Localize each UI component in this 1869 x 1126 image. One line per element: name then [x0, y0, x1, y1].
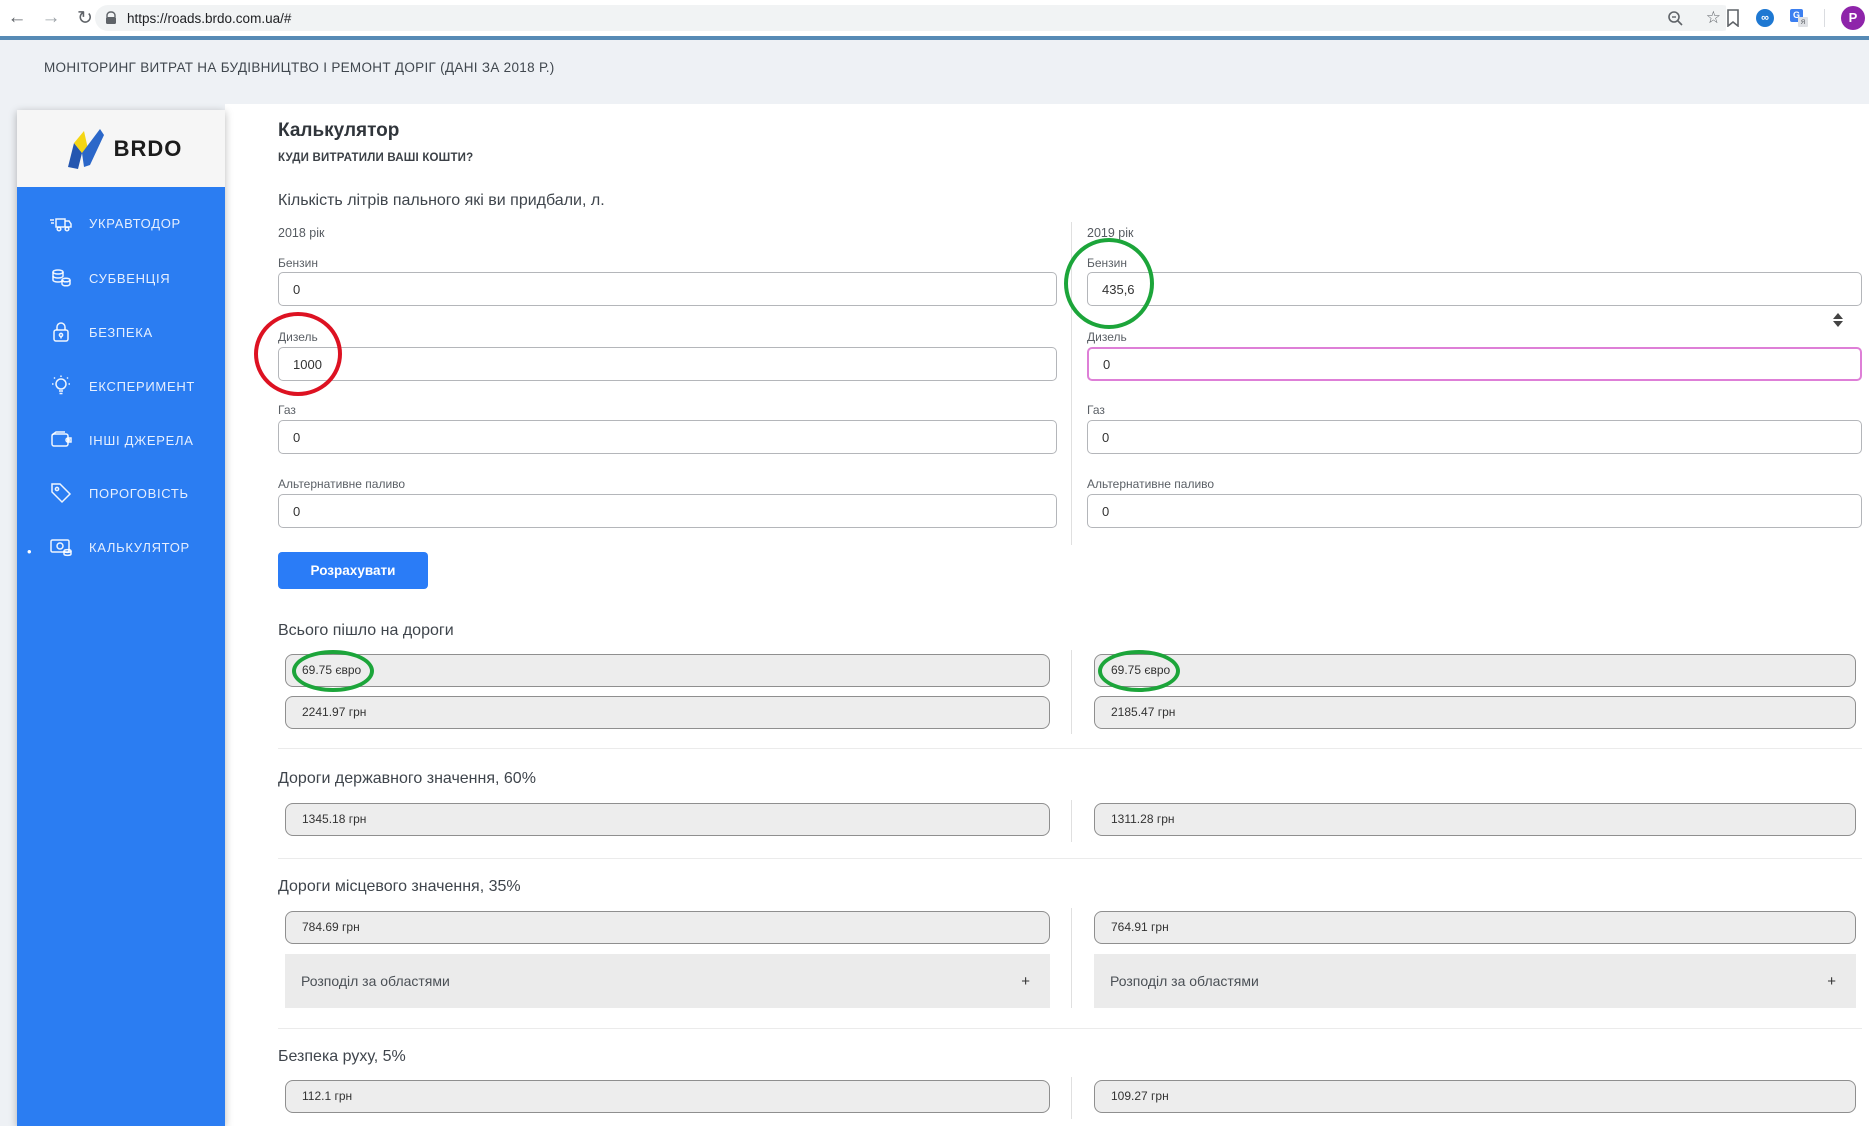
total-euro-right: 69.75 євро	[1094, 654, 1856, 687]
year-2019-label: 2019 рік	[1087, 226, 1134, 240]
results-divider	[1071, 908, 1072, 1008]
dyzel-2019-input[interactable]	[1087, 347, 1862, 381]
calculate-button[interactable]: Розрахувати	[278, 552, 428, 589]
alt-fuel-2018-label: Альтернативне паливо	[278, 477, 406, 491]
page-title: МОНІТОРИНГ ВИТРАТ НА БУДІВНИЦТВО І РЕМОН…	[44, 60, 555, 75]
sidebar-item-label: БЕЗПЕКА	[89, 324, 153, 340]
benzyn-2019-label: Бензин	[1087, 256, 1128, 270]
back-icon[interactable]: ←	[7, 7, 27, 28]
sidebar-item-kalkulyator[interactable]: • КАЛЬКУЛЯТОР	[17, 520, 225, 574]
url-text: https://roads.brdo.com.ua/#	[127, 10, 292, 26]
gaz-2018-input[interactable]	[278, 420, 1057, 454]
wallet-icon	[51, 431, 72, 447]
calculator-icon	[50, 539, 72, 557]
expand-plus-icon[interactable]: +	[1827, 972, 1836, 990]
sidebar: BRDO УКРАВТОДОР СУБВЕНЦІЯ БЕЗПЕКА ЕКСПЕР…	[17, 110, 225, 1126]
browser-toolbar: ← → ↻ https://roads.brdo.com.ua/# ☆ ∞ G …	[0, 0, 1869, 36]
alt-fuel-2018-input[interactable]	[278, 494, 1057, 528]
local-roads-heading: Дороги місцевого значення, 35%	[278, 878, 521, 895]
regions-accordion-label: Розподіл за областями	[1110, 973, 1259, 989]
dyzel-2018-input[interactable]	[278, 347, 1057, 381]
local-roads-right: 764.91 грн	[1094, 911, 1856, 944]
brdo-logo-text: BRDO	[113, 135, 183, 161]
road-safety-left: 112.1 грн	[285, 1080, 1050, 1113]
sidebar-item-label: ЕКСПЕРИМЕНТ	[89, 378, 196, 394]
total-euro-left: 69.75 євро	[285, 654, 1050, 687]
benzyn-2019-input[interactable]	[1087, 272, 1862, 306]
column-divider	[1071, 222, 1072, 545]
sidebar-item-ukravtodor[interactable]: УКРАВТОДОР	[17, 196, 225, 250]
regions-accordion-right[interactable]: Розподіл за областями +	[1094, 954, 1856, 1008]
sidebar-item-subventsiya[interactable]: СУБВЕНЦІЯ	[17, 251, 225, 305]
dyzel-2019-label: Дизель	[1087, 330, 1127, 344]
regions-accordion-left[interactable]: Розподіл за областями +	[285, 954, 1050, 1008]
address-bar[interactable]: https://roads.brdo.com.ua/# ☆	[95, 5, 1735, 31]
truck-icon	[50, 218, 72, 232]
results-divider	[1071, 800, 1072, 842]
active-item-bullet: •	[27, 544, 32, 559]
total-uah-right: 2185.47 грн	[1094, 696, 1856, 729]
page-top-border	[0, 36, 1869, 40]
reload-icon[interactable]: ↻	[77, 7, 93, 29]
state-roads-right: 1311.28 грн	[1094, 803, 1856, 836]
gaz-2019-label: Газ	[1087, 403, 1105, 417]
local-roads-left: 784.69 грн	[285, 911, 1050, 944]
coins-icon	[52, 269, 71, 287]
state-roads-heading: Дороги державного значення, 60%	[278, 770, 536, 787]
lightbulb-icon	[52, 375, 70, 395]
total-uah-left: 2241.97 грн	[285, 696, 1050, 729]
alt-fuel-2019-label: Альтернативне паливо	[1087, 477, 1215, 491]
section-separator	[278, 858, 1862, 859]
regions-accordion-label: Розподіл за областями	[301, 973, 450, 989]
brdo-logo-icon	[67, 128, 104, 169]
forward-icon[interactable]: →	[41, 7, 61, 28]
results-divider	[1071, 650, 1072, 734]
lock-icon	[53, 322, 69, 342]
alt-fuel-2019-input[interactable]	[1087, 494, 1862, 528]
bookmarks-flag-icon[interactable]	[1726, 9, 1740, 27]
results-divider	[1071, 1077, 1072, 1119]
calculator-title: Калькулятор	[278, 120, 400, 141]
sidebar-item-inshi-dzherela[interactable]: ІНШІ ДЖЕРЕЛА	[17, 413, 225, 467]
tag-icon	[51, 483, 72, 504]
state-roads-left: 1345.18 грн	[285, 803, 1050, 836]
year-2018-label: 2018 рік	[278, 226, 325, 240]
ssl-lock-icon	[106, 11, 116, 24]
toolbar-separator	[1824, 9, 1825, 27]
road-safety-right: 109.27 грн	[1094, 1080, 1856, 1113]
extension-icon[interactable]: ∞	[1756, 9, 1774, 27]
sidebar-item-eksperyment[interactable]: ЕКСПЕРИМЕНТ	[17, 359, 225, 413]
benzyn-2018-label: Бензин	[278, 256, 319, 270]
fuel-section-title: Кількість літрів пального які ви придбал…	[278, 192, 605, 209]
gaz-2019-input[interactable]	[1087, 420, 1862, 454]
sidebar-item-label: КАЛЬКУЛЯТОР	[89, 539, 190, 555]
sidebar-item-bezpeka[interactable]: БЕЗПЕКА	[17, 305, 225, 359]
sidebar-item-label: УКРАВТОДОР	[89, 215, 181, 231]
translate-icon[interactable]: G я	[1790, 9, 1808, 27]
sidebar-item-label: ПОРОГОВІСТЬ	[89, 485, 189, 501]
brdo-logo[interactable]: BRDO	[17, 110, 225, 187]
profile-avatar[interactable]: P	[1841, 6, 1865, 30]
sidebar-item-label: ІНШІ ДЖЕРЕЛА	[89, 432, 194, 448]
benzyn-2018-input[interactable]	[278, 272, 1057, 306]
calculator-subtitle: КУДИ ВИТРАТИЛИ ВАШІ КОШТИ?	[278, 152, 474, 164]
sidebar-item-label: СУБВЕНЦІЯ	[89, 270, 171, 286]
number-spinner[interactable]	[1832, 312, 1844, 328]
bookmark-star-icon[interactable]: ☆	[1705, 8, 1721, 27]
sidebar-item-porohovist[interactable]: ПОРОГОВІСТЬ	[17, 466, 225, 520]
dyzel-2018-label: Дизель	[278, 330, 318, 344]
expand-plus-icon[interactable]: +	[1021, 972, 1030, 990]
section-separator	[278, 748, 1862, 749]
total-heading: Всього пішло на дороги	[278, 622, 454, 639]
section-separator	[278, 1028, 1862, 1029]
zoom-icon[interactable]	[1667, 10, 1684, 27]
gaz-2018-label: Газ	[278, 403, 296, 417]
road-safety-heading: Безпека руху, 5%	[278, 1048, 406, 1065]
